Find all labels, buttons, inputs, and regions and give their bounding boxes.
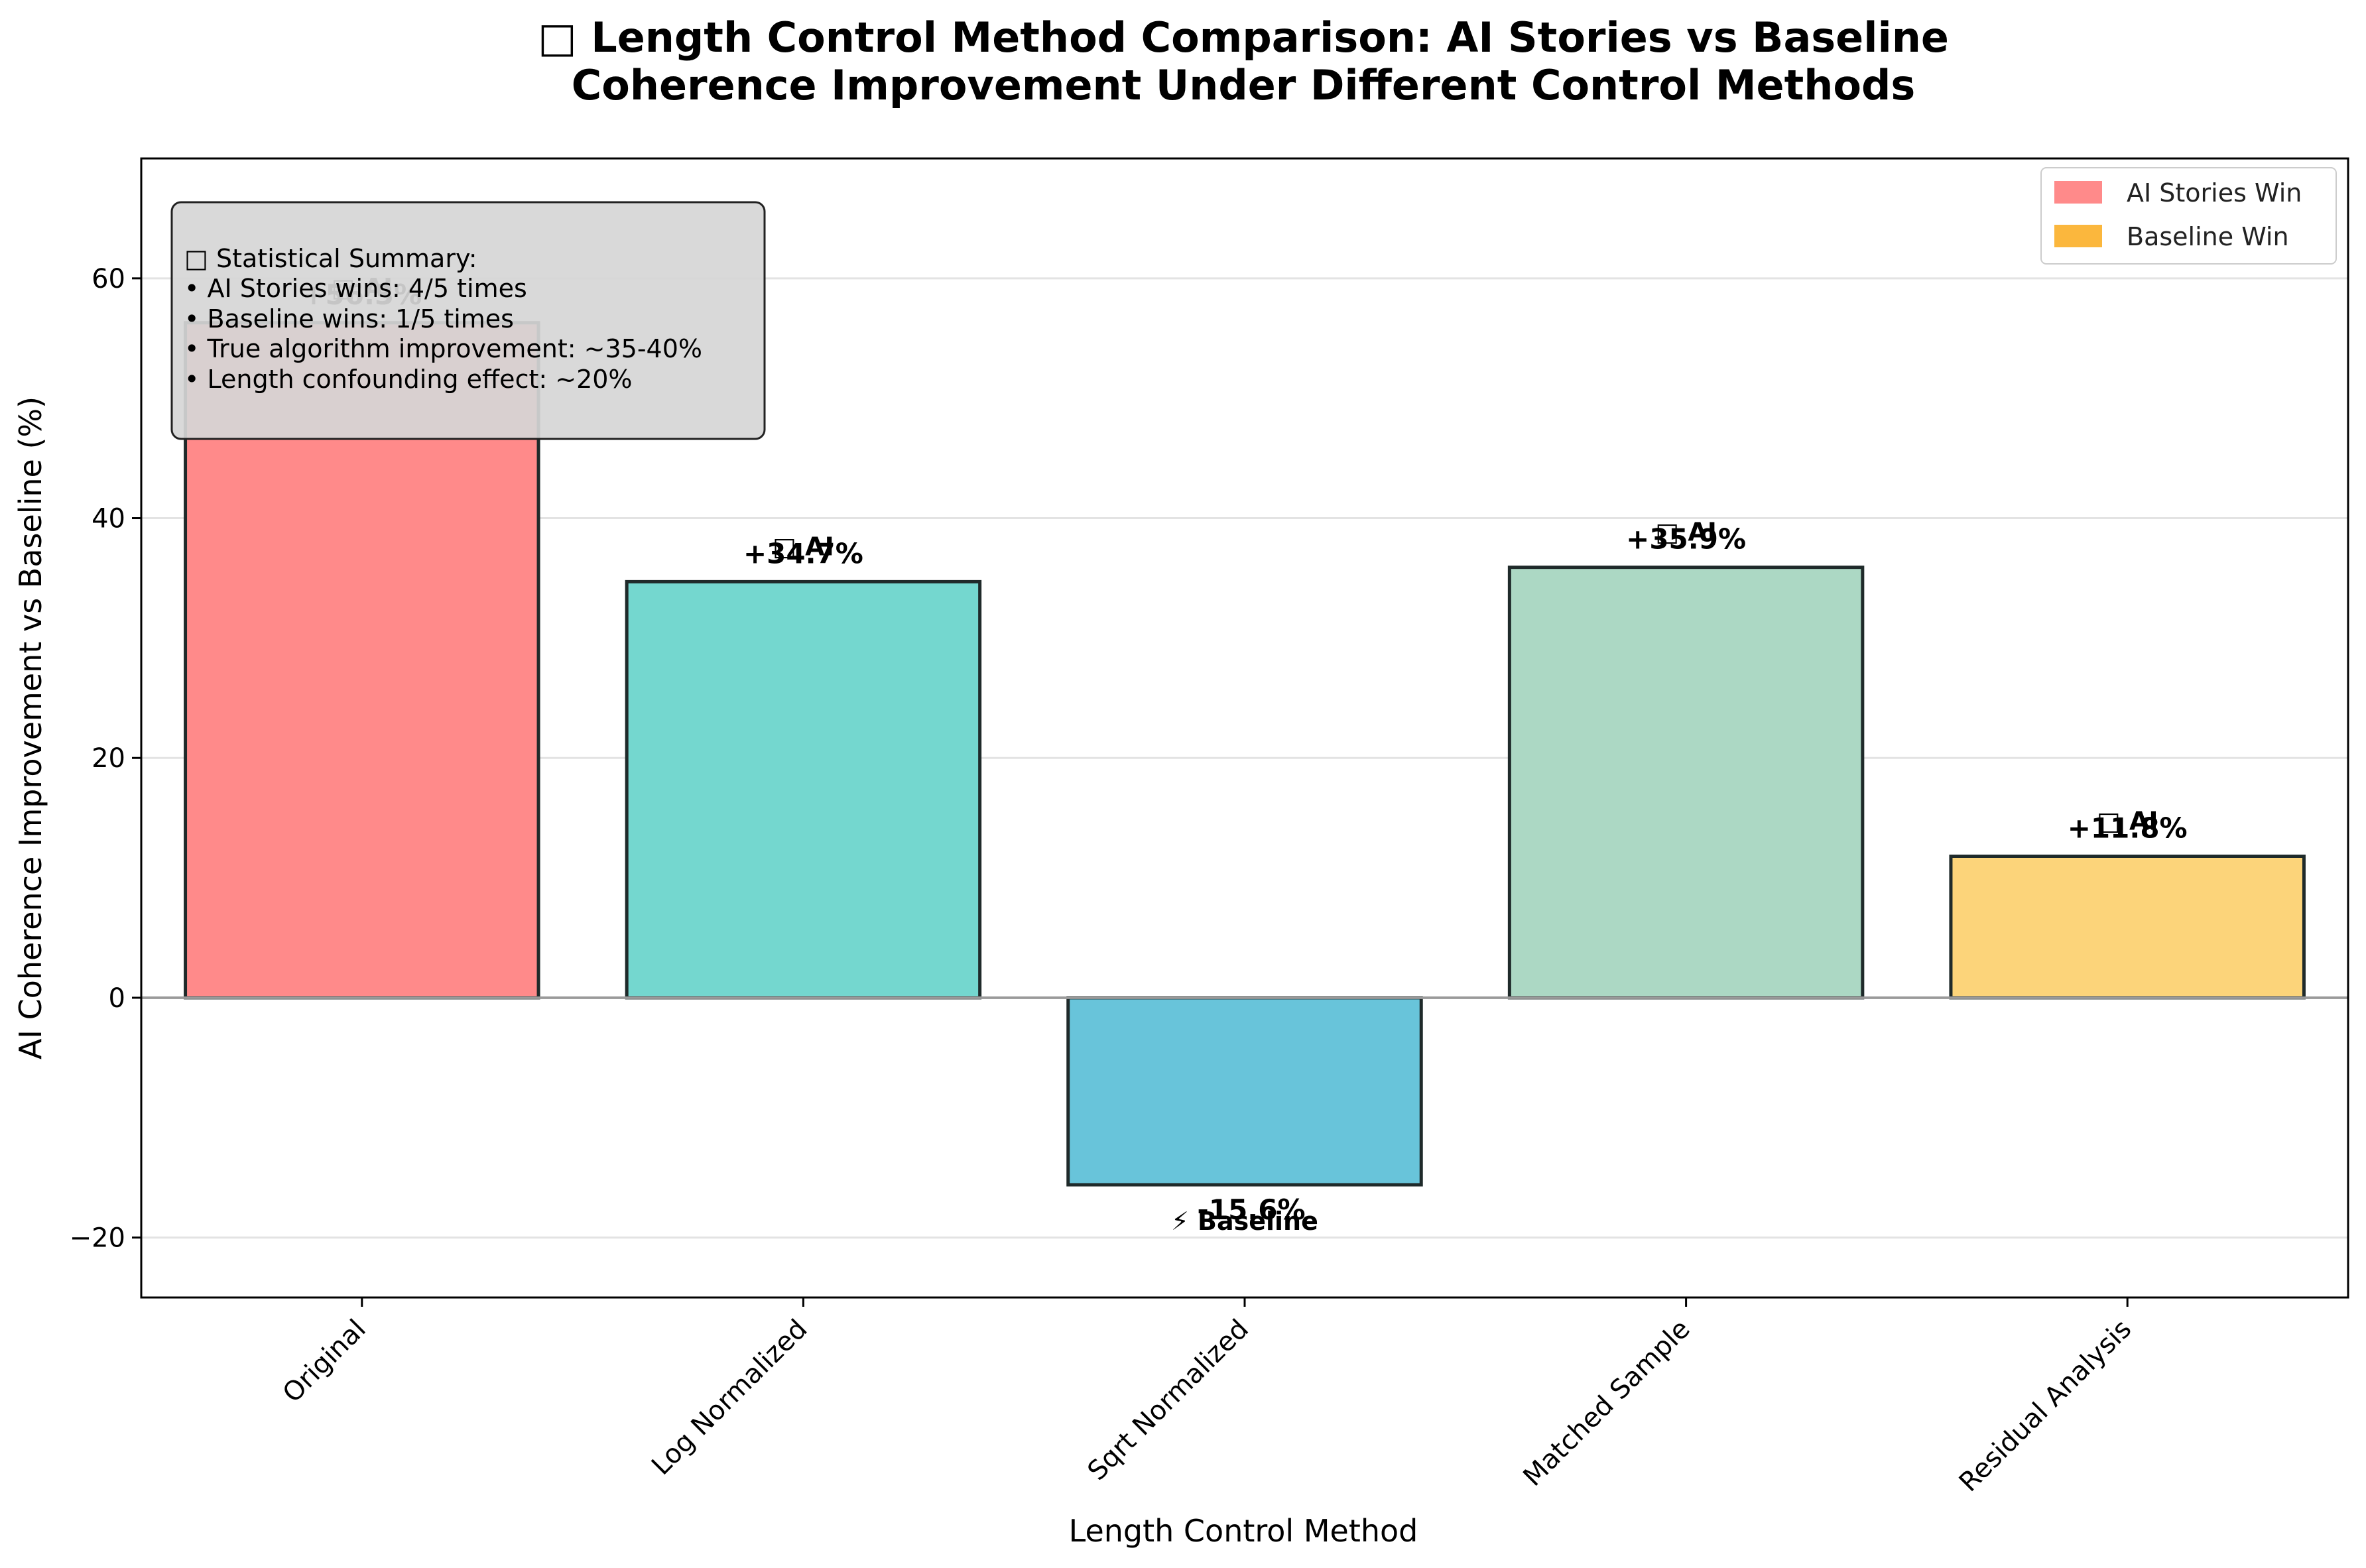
y-tick-label: 40 — [92, 504, 125, 534]
value-label: +35.9% — [1626, 523, 1746, 556]
y-tick-label: 60 — [92, 264, 125, 294]
bar — [1507, 566, 1865, 1000]
value-label: -15.6% — [1197, 1193, 1305, 1226]
stats-line: • True algorithm improvement: ~35-40% — [184, 334, 702, 363]
winner-tag: □ AI — [2097, 807, 2158, 836]
x-tick-label: Log Normalized — [646, 1314, 813, 1481]
value-label: +11.8% — [2068, 812, 2188, 845]
stats-line: □ Statistical Summary: — [184, 244, 477, 273]
legend-label-ai-stories-win: AI Stories Win — [2127, 178, 2302, 208]
stats-line: • Length confounding effect: ~20% — [184, 365, 633, 394]
x-tick-label: Residual Analysis — [1954, 1314, 2138, 1498]
stats-line: • AI Stories wins: 4/5 times — [184, 274, 527, 303]
legend: AI Stories Win Baseline Win — [2040, 167, 2337, 265]
bar — [1066, 996, 1423, 1187]
x-tick-label: Sqrt Normalized — [1082, 1314, 1255, 1487]
legend-swatch-baseline-win — [2054, 225, 2102, 247]
y-tick-label: −20 — [70, 1223, 125, 1254]
chart-subtitle: Coherence Improvement Under Different Co… — [572, 61, 1915, 109]
x-tick-label: Matched Sample — [1517, 1314, 1696, 1492]
stats-summary-box: □ Statistical Summary: • AI Stories wins… — [170, 201, 766, 440]
winner-tag: □ AI — [773, 532, 834, 561]
bar-labels: +56.3%□ AI+34.7%□ AI-15.6%⚡ Baseline+35.… — [302, 273, 2187, 1236]
legend-swatch-ai-stories-win — [2054, 181, 2102, 204]
x-tick-label: Original — [277, 1314, 372, 1409]
x-axis-label: Length Control Method — [1069, 1513, 1418, 1549]
legend-label-baseline-win: Baseline Win — [2127, 222, 2289, 251]
chart-title: □ Length Control Method Comparison: AI S… — [538, 13, 1949, 62]
stats-box-frame — [170, 201, 766, 440]
y-axis-label: AI Coherence Improvement vs Baseline (%) — [13, 396, 48, 1059]
stats-line: • Baseline wins: 1/5 times — [184, 304, 514, 333]
bar — [625, 579, 982, 1000]
bar — [1949, 855, 2306, 1000]
winner-tag: □ AI — [1655, 518, 1717, 547]
value-label: +34.7% — [743, 537, 863, 570]
winner-tag: ⚡ Baseline — [1171, 1207, 1318, 1236]
y-tick-label: 20 — [92, 743, 125, 774]
legend-frame — [2040, 167, 2337, 265]
bars — [184, 321, 2306, 1187]
y-tick-label: 0 — [109, 983, 125, 1014]
plot-frame — [140, 157, 2349, 1299]
